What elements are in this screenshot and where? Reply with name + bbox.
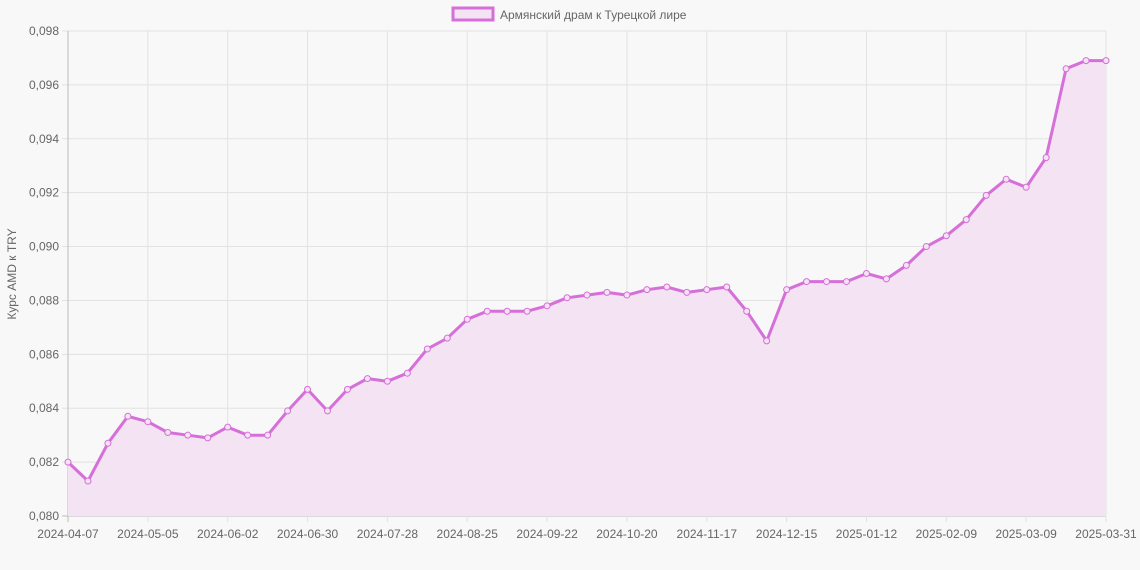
- x-tick-label: 2025-03-09: [995, 527, 1057, 541]
- data-point: [1062, 65, 1070, 73]
- data-point: [503, 307, 511, 315]
- data-point: [204, 434, 212, 442]
- data-point: [703, 286, 711, 294]
- y-tick-label: 0,080: [29, 509, 59, 523]
- x-tick-label: 2024-12-15: [756, 527, 818, 541]
- data-point: [64, 458, 72, 466]
- data-point: [164, 428, 172, 436]
- y-tick-label: 0,084: [29, 401, 59, 415]
- data-point: [803, 278, 811, 286]
- data-point: [763, 337, 771, 345]
- data-point: [922, 243, 930, 251]
- data-point: [264, 431, 272, 439]
- data-point: [84, 477, 92, 485]
- data-point: [483, 307, 491, 315]
- x-tick-label: 2024-05-05: [117, 527, 179, 541]
- data-point: [363, 375, 371, 383]
- y-tick-label: 0,086: [29, 347, 59, 361]
- data-point: [343, 385, 351, 393]
- data-point: [383, 377, 391, 385]
- data-point: [184, 431, 192, 439]
- data-point: [523, 307, 531, 315]
- data-point: [683, 288, 691, 296]
- data-point: [783, 286, 791, 294]
- data-point: [284, 407, 292, 415]
- data-point: [643, 286, 651, 294]
- data-point: [663, 283, 671, 291]
- data-point: [324, 407, 331, 415]
- data-point: [403, 369, 411, 377]
- data-point: [1002, 175, 1010, 183]
- data-point: [823, 278, 831, 286]
- data-point: [942, 232, 950, 240]
- legend[interactable]: Армянский драм к Турецкой лире: [451, 6, 687, 22]
- data-point: [304, 385, 312, 393]
- data-point: [882, 275, 890, 283]
- data-point: [862, 270, 870, 277]
- data-point: [1022, 183, 1030, 191]
- y-tick-label: 0,098: [29, 24, 59, 38]
- y-tick-label: 0,090: [29, 240, 59, 254]
- data-point: [224, 423, 232, 431]
- y-axis-label: Курс AMD к TRY: [5, 228, 19, 319]
- data-point: [843, 278, 850, 286]
- data-point: [144, 418, 152, 426]
- series-area: [68, 60, 1106, 516]
- x-tick-label: 2024-07-28: [357, 527, 419, 541]
- data-point: [443, 334, 451, 342]
- y-tick-label: 0,092: [29, 186, 59, 200]
- x-tick-label: 2025-01-12: [836, 527, 898, 541]
- x-axis: 2024-04-07 2024-05-05 2024-06-02 2024-06-30…: [37, 527, 1137, 541]
- x-tick-label: 2024-09-22: [516, 527, 578, 541]
- x-tick-label: 2024-08-25: [437, 527, 499, 541]
- y-tick-label: 0,082: [29, 455, 59, 469]
- legend-label[interactable]: Армянский драм к Турецкой лире: [500, 8, 687, 22]
- series: [64, 57, 1110, 516]
- x-tick-label: 2024-06-30: [277, 527, 339, 541]
- data-point: [902, 261, 910, 269]
- x-tick-label: 2024-06-02: [197, 527, 259, 541]
- x-tick-label: 2025-03-31: [1075, 527, 1137, 541]
- x-tick-label: 2025-02-09: [916, 527, 978, 541]
- x-tick-label: 2024-10-20: [596, 527, 658, 541]
- data-point: [543, 302, 551, 310]
- data-point: [244, 431, 252, 439]
- legend-swatch[interactable]: [451, 6, 495, 22]
- data-point: [1082, 57, 1090, 65]
- y-axis: 0,080 0,082 0,084 0,086 0,088 0,090 0,092 0,094…: [29, 24, 59, 523]
- data-point: [423, 345, 431, 353]
- data-point: [962, 216, 970, 224]
- data-point: [104, 439, 112, 447]
- y-tick-label: 0,096: [29, 78, 59, 92]
- data-point: [463, 315, 471, 323]
- data-point: [583, 291, 591, 299]
- data-point: [603, 288, 611, 296]
- data-point: [1042, 154, 1050, 162]
- y-tick-label: 0,088: [29, 293, 59, 307]
- data-point: [723, 283, 731, 291]
- data-point: [563, 294, 571, 302]
- data-point: [1102, 57, 1110, 65]
- data-point: [743, 307, 751, 315]
- data-point: [982, 191, 990, 199]
- data-point: [124, 412, 132, 420]
- y-tick-label: 0,094: [29, 132, 59, 146]
- x-tick-label: 2024-11-17: [677, 527, 738, 541]
- data-point: [623, 291, 631, 299]
- x-tick-label: 2024-04-07: [37, 527, 99, 541]
